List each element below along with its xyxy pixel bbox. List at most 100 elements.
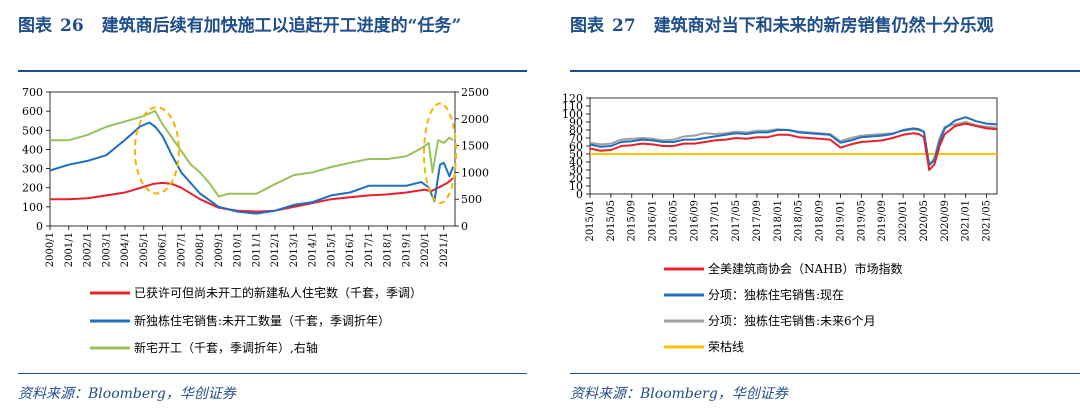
chart-27-x-tick-label: 2015/05 [606, 200, 617, 242]
chart-26-x-tick-label: 2002/1 [83, 232, 94, 267]
chart-27-y-tick-label: 20 [569, 172, 583, 185]
chart-26-left-tick-label: 700 [22, 86, 43, 99]
chart-27-x-tick-label: 2017/01 [710, 200, 721, 242]
chart-27-y-tick-label: 10 [569, 180, 583, 193]
chart-26-legend-label-2: 新独栋住宅销售:未开工数量（千套，季调折年） [134, 313, 390, 328]
chart-26-x-tick-label: 2006/1 [158, 232, 169, 267]
chart-27-x-tick-label: 2021/05 [982, 200, 993, 242]
chart-26-x-tick-label: 2016/1 [345, 232, 356, 267]
chart-26-x-tick-label: 2018/1 [383, 232, 394, 267]
chart-27-plot-frame [589, 97, 998, 195]
chart-27-y-tick-label: 100 [562, 108, 583, 121]
chart-26-x-tick-label: 2013/1 [289, 232, 300, 267]
chart-26-right-tick-label: 1500 [461, 140, 489, 153]
chart-26-x-tick-label: 2009/1 [214, 232, 225, 267]
chart-26-x-tick-label: 2015/1 [326, 232, 337, 267]
chart-27-x-tick-label: 2018/05 [794, 200, 805, 242]
chart-26-right-tick-label: 2500 [461, 86, 489, 99]
chart-27-legend-label-2: 分项：独栋住宅销售:现在 [708, 287, 844, 302]
chart-26-annotation-ellipse-2005 [133, 106, 180, 195]
chart-27-legend-label-3: 分项：独栋住宅销售:未来6个月 [708, 313, 876, 328]
chart-26: 0 100 200 300 400 500 600 700 0 500 1000 1500 2000 25… [22, 86, 489, 355]
chart-26-right-tick-label: 2000 [461, 113, 489, 126]
chart-26-x-tick-label: 2001/1 [64, 232, 75, 267]
chart-27-y-tick-label: 80 [569, 124, 583, 137]
chart-27-x-tick-label: 2016/09 [689, 200, 700, 242]
chart-26-x-tick-label: 2004/1 [120, 232, 131, 267]
chart-26-x-tick-label: 2014/1 [308, 232, 319, 267]
figure-27-title-text: 建筑商对当下和未来的新房销售仍然十分乐观 [653, 16, 994, 36]
chart-26-left-tick-label: 200 [22, 182, 43, 195]
chart-27-x-tick-label: 2016/01 [648, 200, 659, 242]
chart-26-left-tick-label: 500 [22, 124, 43, 137]
chart-26-series-line-1 [50, 177, 454, 213]
figure-27-title: 图表 27 建筑商对当下和未来的新房销售仍然十分乐观 [570, 12, 1080, 40]
chart-27-legend-label-1: 全美建筑商协会（NAHB）市场指数 [708, 261, 902, 276]
chart-26-annotation-ellipse-2020 [423, 102, 457, 205]
figure-27-label: 图表 [570, 16, 604, 36]
figure-27-footer-rule [570, 373, 1080, 374]
chart-26-x-tick-label: 2003/1 [101, 232, 112, 267]
chart-27-x-tick-label: 2019/05 [856, 200, 867, 242]
chart-27-x-tick-label: 2019/01 [835, 200, 846, 242]
figure-26-panel: 图表 26 建筑商后续有加快施工以追赶开工进度的“任务” 0 100 200 300 400… [0, 0, 527, 413]
figure-26-source: 资料来源：Bloomberg，华创证券 [18, 386, 236, 402]
chart-26-left-tick-label: 300 [22, 163, 43, 176]
chart-26-legend-label-1: 已获许可但尚未开工的新建私人住宅数（千套，季调） [134, 285, 422, 300]
chart-27-y-tick-label: 90 [569, 116, 583, 129]
chart-26-x-tick-label: 2011/1 [251, 232, 262, 267]
chart-27-x-tick-label: 2021/01 [961, 200, 972, 242]
chart-27-x-tick-label: 2017/05 [731, 200, 742, 242]
chart-27-x-tick-label: 2015/09 [627, 200, 638, 242]
chart-26-left-tick-label: 0 [36, 220, 43, 233]
chart-26-x-tick-label: 2010/1 [233, 232, 244, 267]
chart-26-x-tick-label: 2007/1 [176, 232, 187, 267]
chart-26-left-tick-label: 400 [22, 143, 43, 156]
chart-27-y-tick-label: 30 [569, 164, 583, 177]
chart-27-x-tick-label: 2015/01 [585, 200, 596, 242]
chart-27-x-tick-label: 2018/01 [773, 200, 784, 242]
figure-26-number: 26 [60, 16, 84, 36]
figure-26-title-rule [18, 70, 527, 72]
chart-26-left-tick-label: 600 [22, 105, 43, 118]
chart-26-x-tick-label: 2019/1 [401, 232, 412, 267]
figure-27-source: 资料来源：Bloomberg，华创证券 [570, 386, 788, 402]
chart-27-x-tick-label: 2016/05 [668, 200, 679, 242]
chart-27-y-tick-label: 0 [576, 188, 583, 201]
chart-26-left-tick-label: 100 [22, 201, 43, 214]
chart-27-x-tick-label: 2018/09 [815, 200, 826, 242]
chart-26-right-tick-label: 0 [461, 220, 468, 233]
chart-27-legend-label-4: 荣枯线 [708, 339, 744, 354]
chart-27-y-tick-label: 70 [569, 132, 583, 145]
chart-26-series-line-3 [50, 109, 454, 198]
chart-26-x-tick-label: 2012/1 [270, 232, 281, 267]
chart-27-x-tick-label: 2020/01 [898, 200, 909, 242]
chart-26-x-tick-label: 2005/1 [139, 232, 150, 267]
chart-27-series-line-2 [589, 116, 998, 167]
chart-27-x-tick-label: 2019/09 [877, 200, 888, 242]
chart-26-right-tick-label: 1000 [461, 166, 489, 179]
chart-26-x-tick-label: 2021/1 [439, 232, 450, 267]
figure-26-footer-rule [18, 373, 527, 374]
chart-26-x-tick-label: 2017/1 [364, 232, 375, 267]
figure-26-title-text: 建筑商后续有加快施工以追赶开工进度的“任务” [101, 16, 462, 36]
chart-27-y-tick-label: 40 [569, 156, 583, 169]
chart-27-y-tick-label: 110 [562, 100, 583, 113]
chart-26-x-tick-label: 2000/1 [45, 232, 56, 267]
chart-27-y-tick-label: 120 [562, 92, 583, 105]
chart-26-right-tick-label: 500 [461, 193, 482, 206]
chart-27-y-tick-label: 60 [569, 140, 583, 153]
chart-26-series-line-2 [49, 121, 455, 215]
figure-27-panel: 图表 27 建筑商对当下和未来的新房销售仍然十分乐观 0 10 20 30 40 50 60 70… [552, 0, 1080, 413]
figure-26-label: 图表 [18, 16, 52, 36]
chart-26-legend-label-3: 新宅开工（千套，季调折年）,右轴 [134, 340, 318, 355]
chart-26-x-tick-label: 2008/1 [195, 232, 206, 267]
chart-27-x-tick-label: 2020/09 [940, 200, 951, 242]
figure-27-title-rule [570, 70, 1080, 72]
chart-26-x-tick-label: 2020/1 [420, 232, 431, 267]
chart-27-series-line-1 [589, 122, 998, 171]
figure-26-title: 图表 26 建筑商后续有加快施工以追赶开工进度的“任务” [18, 12, 527, 40]
chart-27-x-tick-label: 2020/05 [919, 200, 930, 242]
chart-27-x-tick-label: 2017/09 [752, 200, 763, 242]
